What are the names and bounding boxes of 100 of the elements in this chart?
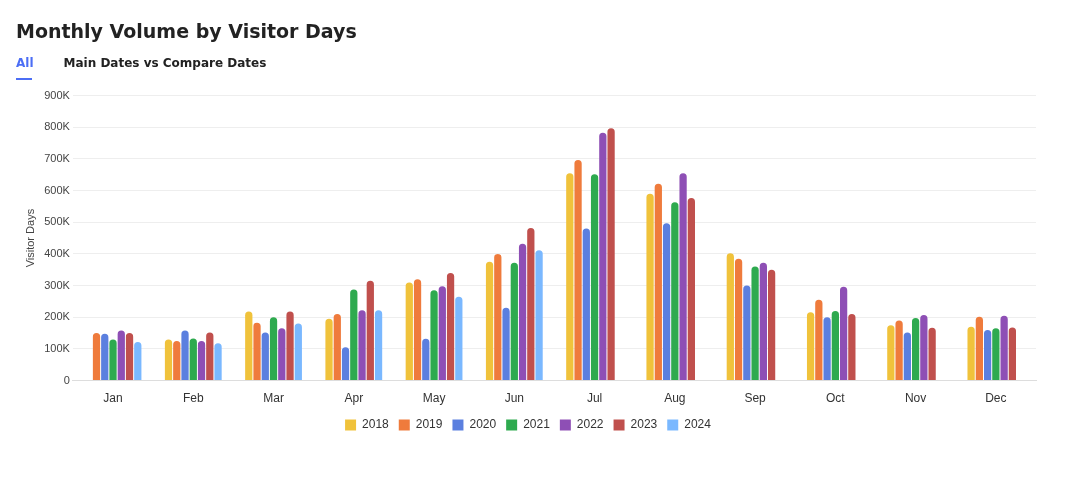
bar (535, 250, 543, 381)
bar (975, 316, 983, 381)
y-tick-label: 500K (44, 215, 71, 228)
bar (245, 311, 253, 381)
x-tick-label: May (422, 391, 446, 406)
bar (278, 328, 286, 381)
y-tick-label: 300K (44, 278, 71, 291)
bar (1008, 327, 1017, 381)
bar (1000, 315, 1008, 381)
legend-label: 2021 (523, 417, 551, 432)
bar (134, 341, 142, 381)
y-axis-title: Visitor Days (23, 208, 36, 268)
bar (438, 286, 446, 381)
bar (109, 339, 117, 381)
bar (574, 159, 582, 381)
legend-label: 2020 (469, 417, 497, 432)
bar (101, 333, 109, 381)
x-tick-label: Jan (103, 391, 123, 406)
bar (687, 197, 695, 381)
bar (903, 332, 911, 381)
text: Main Dates vs Compare Dates (63, 56, 267, 70)
legend-label: 2023 (630, 417, 658, 432)
bar (671, 202, 679, 381)
bar (848, 314, 856, 381)
bar (325, 318, 333, 381)
x-tick-label: Nov (904, 391, 927, 406)
bar (422, 338, 430, 381)
bar (599, 132, 607, 381)
bar (510, 262, 518, 381)
bar (502, 307, 510, 381)
bar (494, 253, 502, 381)
bar (518, 243, 527, 381)
bar (726, 253, 734, 381)
legend-label: 2022 (576, 417, 604, 432)
y-tick-label: 700K (44, 151, 71, 164)
bar (920, 315, 928, 381)
x-tick-label: Sep (744, 391, 767, 406)
bar (566, 173, 574, 381)
bar (366, 280, 374, 381)
bar (823, 317, 831, 381)
y-tick-label: 800K (44, 120, 71, 133)
bar (269, 317, 278, 381)
bar (911, 317, 920, 381)
bar (430, 290, 438, 381)
x-tick-label: Mar (263, 391, 284, 406)
bar (983, 329, 992, 381)
bar (967, 326, 975, 381)
bar (743, 285, 751, 381)
legend-label: 2018 (362, 417, 390, 432)
bar (214, 343, 222, 381)
bar (197, 341, 206, 381)
bar (831, 310, 839, 381)
bar (527, 227, 535, 381)
bar (181, 330, 189, 381)
bar (679, 173, 687, 381)
bar (654, 183, 662, 381)
x-tick-label: Apr (344, 391, 364, 406)
bar (485, 261, 494, 381)
bar (767, 269, 776, 381)
bar (646, 193, 654, 381)
bar (358, 310, 366, 381)
y-tick-label: 900K (44, 88, 71, 101)
bar (662, 223, 671, 381)
bar (374, 310, 383, 381)
bar (206, 332, 214, 381)
y-tick-label: 100K (44, 341, 71, 354)
bar (341, 347, 350, 381)
x-tick-label: Oct (826, 391, 846, 406)
text: All (16, 56, 34, 70)
bar (992, 328, 1000, 381)
bar (286, 311, 294, 381)
bar (173, 341, 181, 381)
bar (350, 289, 358, 381)
bar (887, 325, 895, 381)
bar (751, 266, 759, 381)
bar (895, 320, 903, 381)
chart-title: Monthly Volume by Visitor Days (16, 19, 358, 42)
bar (607, 128, 615, 381)
bar (405, 282, 413, 381)
bar (333, 314, 341, 381)
x-tick-label: Aug (664, 391, 686, 406)
bar (582, 228, 590, 381)
bar (806, 312, 815, 381)
x-tick-label: Jul (586, 391, 603, 406)
y-tick-label: 400K (44, 246, 71, 259)
y-tick-label: 0 (63, 373, 70, 386)
bar (815, 299, 823, 381)
bar (253, 322, 261, 381)
y-tick-label: 600K (44, 183, 71, 196)
legend-label: 2019 (415, 417, 443, 432)
bar (455, 296, 463, 381)
bar (759, 262, 767, 381)
bar (92, 333, 101, 381)
bar (261, 332, 269, 381)
bar (164, 339, 173, 381)
x-tick-label: Feb (182, 391, 204, 406)
bar (446, 272, 455, 381)
bar (117, 330, 125, 381)
bar (125, 333, 134, 381)
y-tick-label: 200K (44, 310, 71, 323)
